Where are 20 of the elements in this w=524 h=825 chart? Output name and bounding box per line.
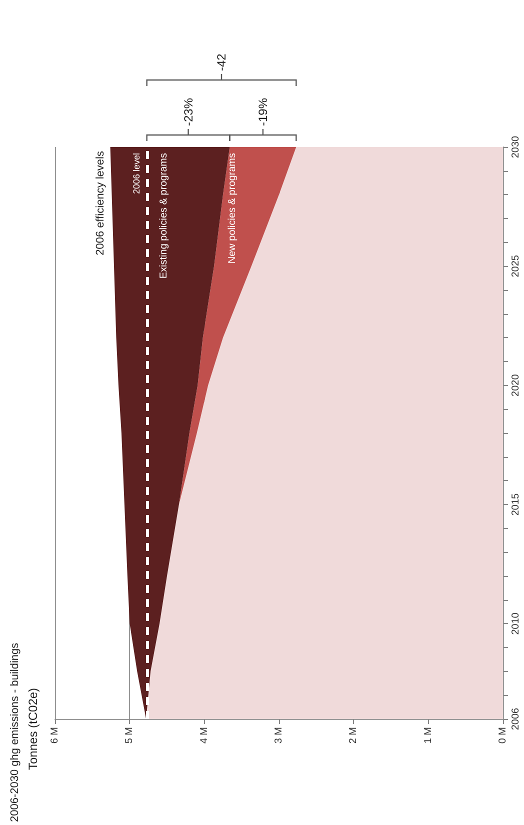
text: -19%: [256, 98, 270, 126]
x-tick-label: 2 M: [348, 727, 360, 744]
x-tick-label: 4 M: [198, 727, 210, 744]
y-tick-label: 2015: [510, 492, 522, 516]
y-tick-label: 2030: [510, 135, 522, 158]
ref-line-label: 2006 level: [131, 153, 142, 194]
x-tick-label: 6 M: [50, 727, 60, 744]
text: 2006-2030 ghg emissions - buildings: [9, 642, 21, 822]
text: Tonnes (tC02e): [26, 688, 40, 770]
x-tick-label: 1 M: [422, 727, 434, 744]
annotation: 2006 efficiency levels: [94, 150, 106, 256]
text: -42: [214, 53, 229, 71]
x-tick-label: 3 M: [274, 727, 284, 744]
y-tick-label: 2020: [510, 374, 522, 396]
y-tick-label: 2010: [510, 612, 522, 635]
y-tick-label: 2006: [510, 707, 522, 730]
y-tick-label: 2025: [510, 254, 522, 278]
text: -23%: [181, 98, 196, 126]
x-tick-label: 0 M: [498, 727, 508, 744]
x-tick-label: 5 M: [124, 727, 136, 744]
